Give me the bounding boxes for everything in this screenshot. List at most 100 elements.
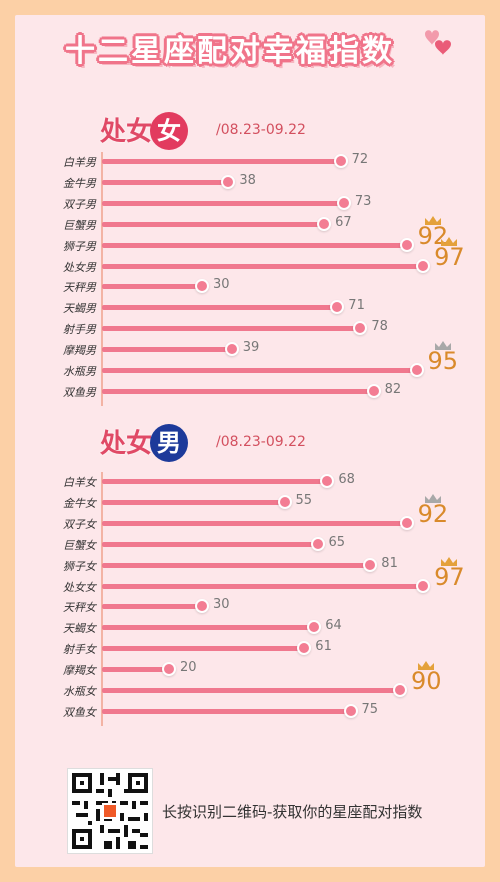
qr-instruction-text: 长按识别二维码-获取你的星座配对指数 — [162, 803, 423, 821]
poster-card — [15, 15, 485, 867]
chart-row: 狮子女 81 — [52, 556, 472, 576]
qr-code-graphic — [68, 769, 152, 853]
bar — [102, 625, 314, 631]
bar — [102, 646, 304, 652]
bar-end-dot — [317, 216, 332, 231]
value-label: 78 — [371, 319, 388, 335]
value-label: 65 — [328, 534, 346, 550]
category-label: 处女男 — [63, 260, 96, 274]
section-label: 处女 — [100, 117, 153, 147]
bar-end-dot — [320, 474, 335, 488]
crown-icon — [441, 236, 458, 246]
chart-row: 狮子男 92 — [52, 215, 472, 256]
page-title: 十二星座配对幸福指数 — [65, 34, 395, 69]
bar-end-dot — [333, 154, 348, 168]
category-label: 双子男 — [63, 197, 96, 211]
bar — [102, 263, 423, 269]
bar-end-dot — [195, 599, 209, 614]
chart-row: 天蝎男 71 — [52, 298, 472, 318]
bar — [102, 242, 406, 248]
bar-end-dot — [353, 321, 368, 336]
chart-row: 双子女 92 — [52, 493, 472, 534]
value-label: 75 — [361, 701, 379, 717]
category-label: 天秤男 — [63, 281, 96, 295]
crown-icon — [418, 661, 434, 670]
bar-end-dot — [343, 703, 358, 718]
bar-end-dot — [224, 342, 239, 357]
value-label: 30 — [213, 277, 230, 293]
category-label: 射手女 — [63, 643, 96, 657]
bar — [102, 326, 360, 332]
chart-row: 双子男 73 — [52, 194, 472, 214]
bar — [102, 388, 373, 394]
category-label: 白羊女 — [63, 476, 96, 489]
chart-row: 摩羯女 20 — [52, 660, 472, 680]
chart-row: 金牛女 55 — [52, 493, 472, 513]
chart-row: 巨蟹男 67 — [52, 215, 472, 235]
bar — [102, 499, 284, 505]
bar-end-dot — [416, 578, 431, 593]
value-label: 90 — [411, 667, 442, 695]
date-range: /08.23-09.22 — [216, 122, 306, 138]
section-header-male: 处女男 /08.23-09.22 — [100, 424, 306, 464]
bar — [102, 583, 423, 589]
value-label: 92 — [417, 499, 449, 528]
crown-icon — [434, 341, 451, 350]
bar-end-dot — [366, 383, 381, 398]
chart-axis — [101, 472, 103, 726]
qr-code-icon[interactable] — [67, 768, 153, 854]
category-label: 双鱼男 — [63, 385, 96, 399]
value-label: 97 — [434, 562, 465, 591]
crown-icon — [424, 493, 441, 503]
value-label: 20 — [180, 660, 197, 676]
bar — [102, 479, 327, 484]
value-label: 82 — [384, 381, 402, 397]
value-label: 61 — [315, 639, 332, 655]
value-label: 30 — [213, 597, 230, 613]
category-label: 白羊男 — [63, 156, 96, 169]
crown-icon — [424, 215, 441, 225]
bar-end-dot — [307, 620, 322, 635]
chart-row: 处女男 97 — [52, 236, 472, 277]
bar — [102, 284, 201, 290]
value-label: 72 — [351, 152, 369, 167]
bar-end-dot — [399, 237, 414, 252]
gender-badge: 男 — [150, 424, 189, 462]
bar-end-dot — [221, 174, 236, 189]
bar-end-dot — [363, 557, 378, 572]
value-label: 68 — [338, 472, 355, 487]
bar — [102, 347, 231, 353]
category-label: 双鱼女 — [63, 705, 96, 719]
bar-end-dot — [310, 536, 325, 551]
value-label: 64 — [325, 618, 342, 634]
chart-row: 射手女 61 — [52, 639, 472, 659]
bar — [102, 604, 201, 610]
bar — [102, 688, 399, 693]
chart-row: 白羊男 72 — [52, 152, 472, 172]
category-label: 射手男 — [63, 323, 96, 337]
bar — [102, 179, 228, 185]
bar — [102, 520, 406, 526]
category-label: 巨蟹女 — [63, 538, 96, 552]
bar — [102, 159, 340, 164]
bar-end-dot — [330, 300, 345, 315]
section-label: 处女 — [100, 429, 153, 459]
category-label: 天蝎女 — [63, 622, 96, 636]
bar — [102, 200, 343, 206]
chart-row: 摩羯男 39 — [52, 340, 472, 360]
category-label: 处女女 — [63, 580, 96, 594]
value-label: 73 — [354, 193, 372, 209]
category-label: 水瓶男 — [63, 365, 96, 378]
bar-end-dot — [195, 279, 209, 294]
value-label: 81 — [381, 555, 398, 571]
value-label: 38 — [239, 172, 256, 188]
chart-axis — [101, 152, 103, 406]
bar — [102, 708, 350, 714]
category-label: 双子女 — [63, 517, 96, 531]
category-label: 狮子男 — [63, 239, 96, 253]
category-label: 金牛男 — [63, 176, 96, 190]
bar — [102, 368, 416, 373]
chart-row: 白羊女 68 — [52, 472, 472, 492]
bar-end-dot — [277, 494, 292, 509]
chart-row: 天蝎女 64 — [52, 618, 472, 638]
